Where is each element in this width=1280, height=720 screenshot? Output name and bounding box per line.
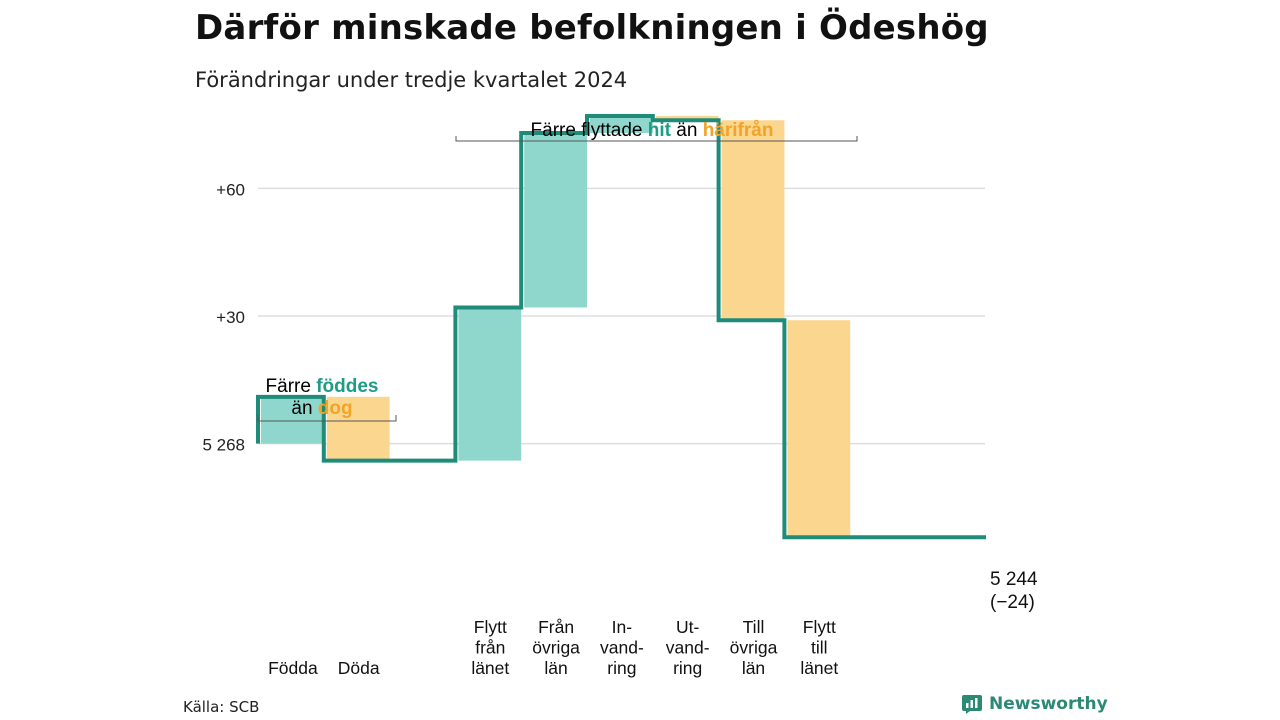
migration-annotation-highlight: hit (648, 120, 672, 141)
x-category-label: In- (612, 617, 633, 637)
svg-text:än dog: än dog (291, 398, 352, 419)
page-title: Därför minskade befolkningen i Ödeshög (195, 8, 989, 48)
page-subtitle: Förändringar under tredje kvartalet 2024 (195, 68, 628, 92)
y-tick-label: 5 268 (202, 436, 245, 455)
x-category-label: Födda (268, 658, 318, 678)
x-category-label: övriga (730, 638, 778, 658)
x-category-label: ring (673, 658, 702, 678)
x-category-label: ring (607, 658, 636, 678)
source-note: Källa: SCB (183, 698, 260, 716)
births-annotation: Färre föddes än dog (257, 376, 397, 422)
waterfall-bar (787, 320, 851, 538)
waterfall-bar (524, 133, 587, 308)
waterfall-bar (590, 116, 653, 134)
births-annotation-highlight-2: dog (318, 398, 353, 419)
migration-bracket (455, 136, 858, 142)
x-category-label: vand- (666, 638, 710, 658)
y-tick-label: +60 (216, 180, 245, 199)
svg-text:Färre föddes: Färre föddes (266, 376, 379, 397)
births-annotation-highlight: föddes (316, 376, 378, 397)
svg-text:Färre flyttade hit: Färre flyttade hit än härifrån (531, 120, 774, 141)
newsworthy-logo-icon (962, 695, 982, 714)
births-annotation-text: Färre (266, 376, 311, 397)
migration-annotation-text: Färre flyttade (531, 120, 643, 141)
migration-annotation-text-2: än (676, 120, 697, 141)
waterfall-bar (655, 116, 719, 121)
brand-name: Newsworthy (989, 694, 1108, 714)
x-category-label: länet (800, 658, 838, 678)
end-value-label: 5 244 (990, 569, 1038, 590)
x-category-label: övriga (532, 638, 580, 658)
waterfall-bar (261, 396, 324, 444)
migration-annotation: Färre flyttade hit än härifrån (455, 120, 858, 142)
x-category-label: vand- (600, 638, 644, 658)
end-change-label: (−24) (990, 592, 1035, 613)
y-tick-label: +30 (216, 308, 245, 327)
x-category-label: Flytt (803, 617, 836, 637)
x-category-label: län (544, 658, 567, 678)
brand-logo: Newsworthy (961, 693, 1108, 715)
births-bracket (257, 415, 397, 422)
x-category-label: Flytt (474, 617, 507, 637)
migration-annotation-highlight-2: härifrån (703, 120, 774, 141)
waterfall-bar (326, 396, 390, 461)
x-category-label: till (811, 638, 828, 658)
x-category-label: län (742, 658, 765, 678)
running-total-line (256, 114, 986, 540)
waterfall-bar (458, 307, 522, 461)
x-category-label: Döda (338, 658, 380, 678)
births-annotation-text-2: än (291, 398, 312, 419)
x-category-label: länet (471, 658, 509, 678)
waterfall-bar (721, 120, 785, 321)
x-category-label: Ut- (676, 617, 700, 637)
x-category-label: Från (538, 617, 574, 637)
x-category-label: från (475, 638, 505, 658)
x-category-label: Till (743, 617, 765, 637)
